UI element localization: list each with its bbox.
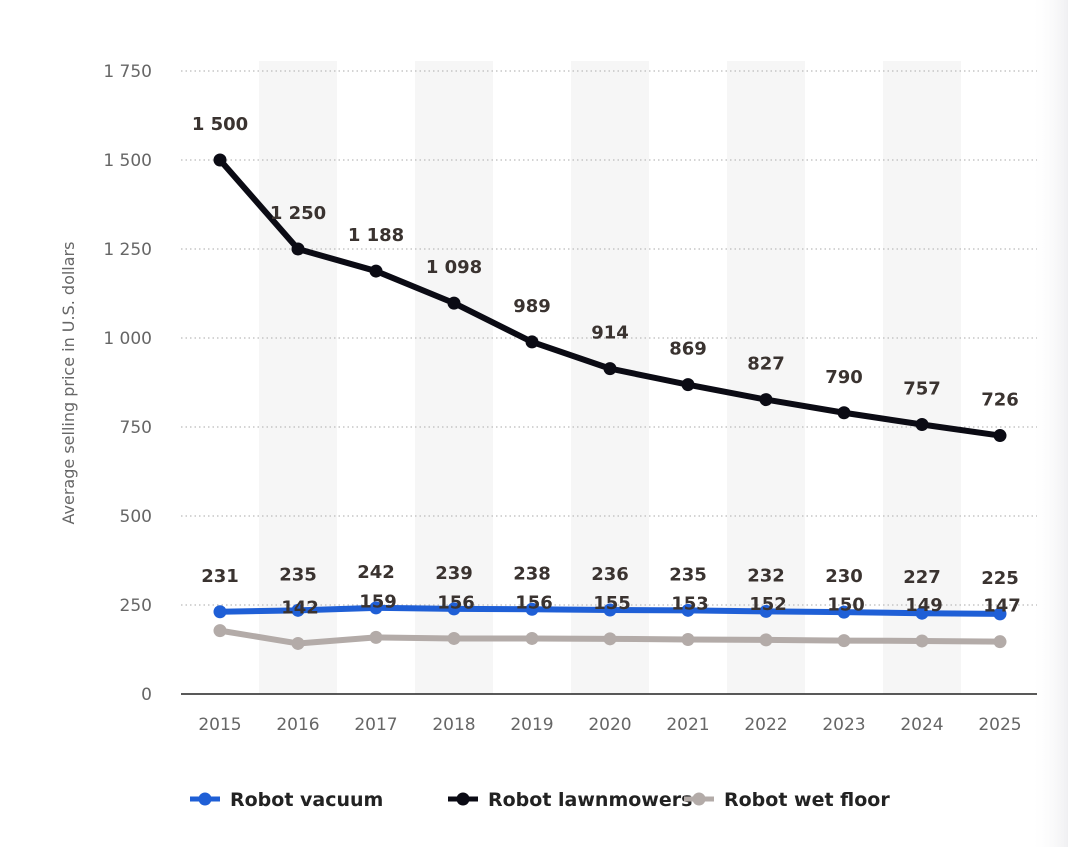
data-point xyxy=(369,264,383,278)
x-tick-label: 2022 xyxy=(744,715,787,735)
data-label: 1 500 xyxy=(192,114,248,135)
data-point xyxy=(837,634,851,648)
data-point xyxy=(603,632,617,646)
data-label: 238 xyxy=(513,563,551,584)
data-label: 152 xyxy=(749,594,787,615)
data-label: 869 xyxy=(669,339,707,360)
data-label: 235 xyxy=(279,564,317,585)
data-point xyxy=(447,296,461,310)
data-label: 232 xyxy=(747,565,785,586)
data-point xyxy=(993,607,1007,621)
y-tick-label: 750 xyxy=(120,418,152,438)
data-label: 225 xyxy=(981,568,1019,589)
x-tick-label: 2021 xyxy=(666,715,709,735)
x-tick-label: 2017 xyxy=(354,715,397,735)
data-label: 1 188 xyxy=(348,225,404,246)
category-band xyxy=(727,61,805,694)
category-band xyxy=(883,61,961,694)
x-tick-label: 2016 xyxy=(276,715,319,735)
x-tick-label: 2020 xyxy=(588,715,631,735)
data-label: 235 xyxy=(669,564,707,585)
data-point xyxy=(369,601,383,615)
data-point xyxy=(291,636,305,650)
data-point xyxy=(603,603,617,617)
data-point xyxy=(525,335,539,349)
data-point xyxy=(213,624,227,638)
legend-swatch-marker xyxy=(456,792,470,806)
data-label: 156 xyxy=(515,592,553,613)
data-label: 236 xyxy=(591,564,629,585)
data-label: 227 xyxy=(903,567,941,588)
y-tick-label: 250 xyxy=(120,596,152,616)
legend-entry: Robot lawnmowers xyxy=(488,789,692,811)
data-label: 1 098 xyxy=(426,257,482,278)
data-point xyxy=(291,603,305,617)
data-point xyxy=(213,153,227,167)
data-label: 790 xyxy=(825,367,863,388)
data-point xyxy=(447,602,461,616)
x-tick-label: 2015 xyxy=(198,715,241,735)
legend-entry: Robot wet floor xyxy=(724,789,890,811)
data-label: 239 xyxy=(435,563,473,584)
data-point xyxy=(837,605,851,619)
data-point xyxy=(291,242,305,256)
y-tick-label: 1 250 xyxy=(103,240,152,260)
legend-swatch-marker xyxy=(692,792,706,806)
data-label: 1 250 xyxy=(270,203,326,224)
x-tick-label: 2019 xyxy=(510,715,553,735)
data-point xyxy=(993,635,1007,649)
y-tick-label: 1 750 xyxy=(103,62,152,82)
data-label: 989 xyxy=(513,296,551,317)
data-point xyxy=(993,429,1007,443)
data-label: 914 xyxy=(591,323,629,344)
x-tick-label: 2024 xyxy=(900,715,943,735)
data-point xyxy=(915,634,929,648)
data-point xyxy=(915,606,929,620)
category-band xyxy=(415,61,493,694)
data-point xyxy=(603,362,617,376)
data-point xyxy=(447,631,461,645)
data-label: 230 xyxy=(825,566,863,587)
x-tick-label: 2025 xyxy=(978,715,1021,735)
data-label: 149 xyxy=(905,595,943,616)
data-label: 142 xyxy=(281,597,319,618)
y-tick-label: 1 000 xyxy=(103,329,152,349)
legend-entry: Robot vacuum xyxy=(230,789,383,811)
x-tick-label: 2023 xyxy=(822,715,865,735)
data-point xyxy=(759,604,773,618)
y-tick-label: 0 xyxy=(141,685,152,705)
legend-swatch-marker xyxy=(198,792,212,806)
data-point xyxy=(525,631,539,645)
data-point xyxy=(915,418,929,432)
data-point xyxy=(759,393,773,407)
y-tick-label: 1 500 xyxy=(103,151,152,171)
data-label: 757 xyxy=(903,379,941,400)
data-label: 726 xyxy=(981,390,1019,411)
data-label: 153 xyxy=(671,594,709,615)
category-band xyxy=(259,61,337,694)
category-band xyxy=(571,61,649,694)
data-label: 231 xyxy=(201,566,239,587)
data-label: 155 xyxy=(593,593,631,614)
data-point xyxy=(213,605,227,619)
data-point xyxy=(369,630,383,644)
y-axis-label: Average selling price in U.S. dollars xyxy=(59,242,78,525)
data-label: 150 xyxy=(827,595,865,616)
data-point xyxy=(759,633,773,647)
data-label: 147 xyxy=(983,596,1021,617)
x-tick-label: 2018 xyxy=(432,715,475,735)
data-point xyxy=(681,378,695,392)
data-point xyxy=(837,406,851,420)
data-point xyxy=(681,633,695,647)
data-point xyxy=(525,602,539,616)
y-tick-label: 500 xyxy=(120,507,152,527)
data-label: 156 xyxy=(437,592,475,613)
data-label: 159 xyxy=(359,591,397,612)
data-label: 242 xyxy=(357,562,395,583)
data-label: 827 xyxy=(747,354,785,375)
data-point xyxy=(681,603,695,617)
